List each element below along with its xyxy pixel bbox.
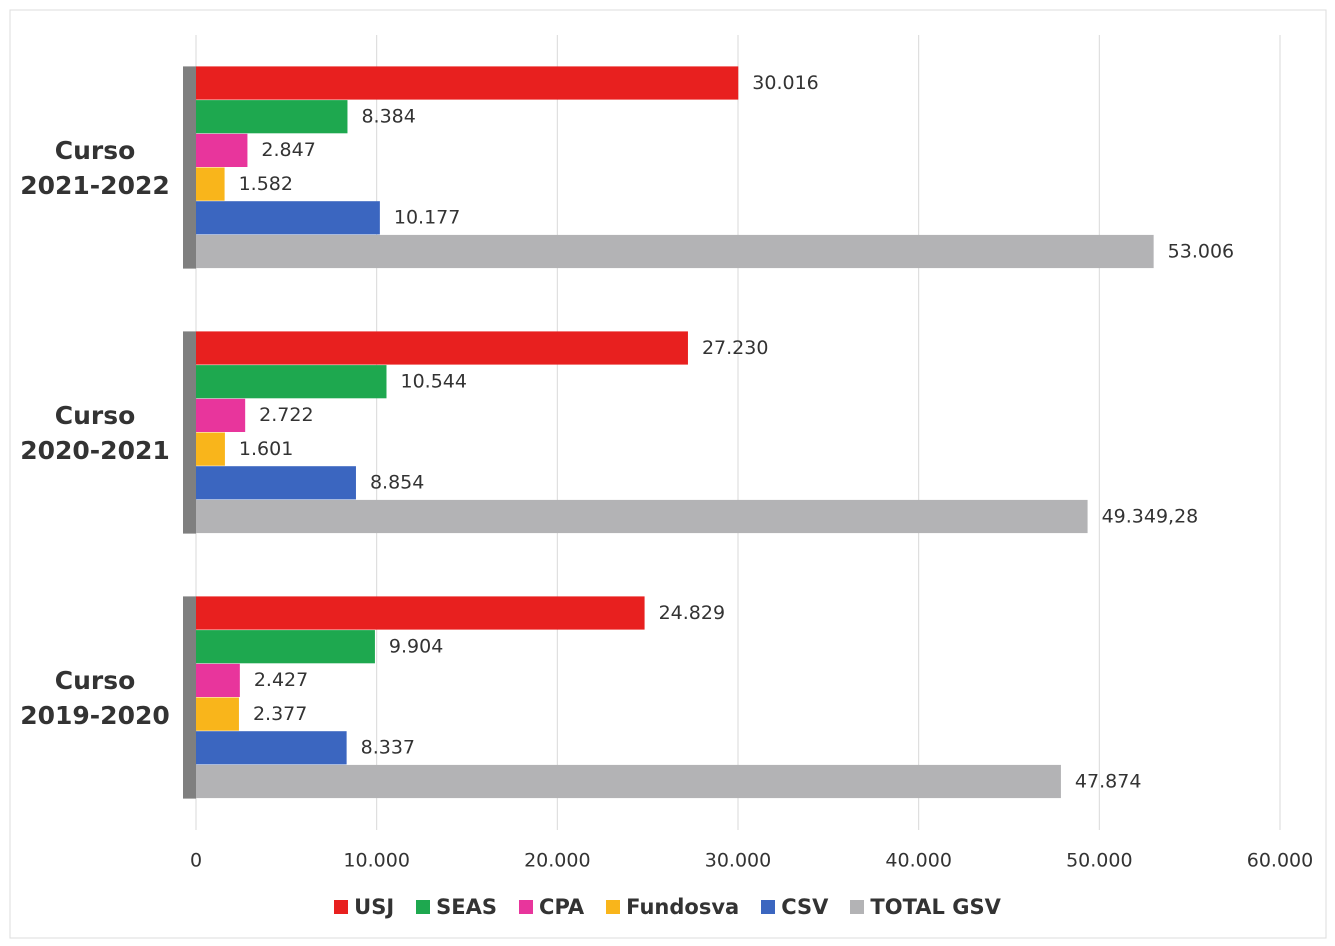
legend-label: CPA [539,895,585,919]
bar [196,66,739,100]
value-label: 1.601 [239,438,293,460]
value-label: 2.377 [253,703,307,725]
legend-item: Fundosva [606,895,739,919]
legend-item: TOTAL GSV [850,895,1001,919]
bar [196,697,239,731]
value-label: 10.544 [400,370,466,392]
legend-item: CPA [519,895,584,919]
bar [196,133,248,167]
axis-wall [183,66,196,269]
x-tick-label: 60.000 [1247,850,1313,872]
legend-swatch [416,900,431,914]
legend-label: CSV [781,895,829,919]
bar [196,201,380,235]
legend-swatch [761,900,776,914]
legend-item: SEAS [416,895,497,919]
value-label: 8.854 [370,472,424,494]
bar [196,432,225,466]
legend-label: SEAS [436,895,498,919]
value-label: 53.006 [1168,240,1234,262]
legend-swatch [850,900,865,914]
legend: USJ SEAS CPA Fundosva CSV TOTAL GSV [0,895,1335,919]
legend-swatch [606,900,621,914]
bar [196,731,347,765]
bar [196,398,246,432]
x-tick-label: 30.000 [705,850,771,872]
bar [196,234,1154,269]
x-tick-label: 50.000 [1066,850,1132,872]
value-label: 2.722 [259,404,313,426]
value-label: 8.337 [361,737,415,759]
value-label: 30.016 [752,72,818,94]
value-label: 2.427 [254,669,308,691]
chart-border [9,9,1327,939]
category-label: Curso 2020-2021 [20,400,170,465]
value-label: 9.904 [389,635,443,657]
value-label: 1.582 [239,173,293,195]
category-label: Curso 2019-2020 [20,665,170,730]
legend-swatch [334,900,349,914]
x-tick-label: 20.000 [524,850,590,872]
x-tick-label: 40.000 [885,850,951,872]
bar [196,630,375,664]
bar [196,596,645,630]
legend-swatch [519,900,534,914]
bar [196,663,240,697]
legend-item: USJ [334,895,394,919]
bar [196,365,387,399]
legend-item: CSV [761,895,828,919]
bar [196,100,348,134]
value-label: 47.874 [1075,770,1141,792]
legend-label: TOTAL GSV [870,895,1001,919]
bar [196,167,225,201]
value-label: 27.230 [702,337,768,359]
axis-wall [183,331,196,534]
value-label: 10.177 [394,207,460,229]
value-label: 24.829 [659,602,725,624]
x-tick-label: 10.000 [343,850,409,872]
legend-label: USJ [354,895,395,919]
legend-label: Fundosva [626,895,740,919]
bar [196,499,1088,534]
bar [196,331,688,365]
bar [196,764,1061,799]
value-label: 49.349,28 [1102,505,1199,527]
value-label: 8.384 [361,105,415,127]
category-label: Curso 2021-2022 [20,135,170,200]
bar [196,466,356,500]
value-label: 2.847 [261,139,315,161]
axis-wall [183,596,196,799]
x-tick-label: 0 [190,850,202,872]
